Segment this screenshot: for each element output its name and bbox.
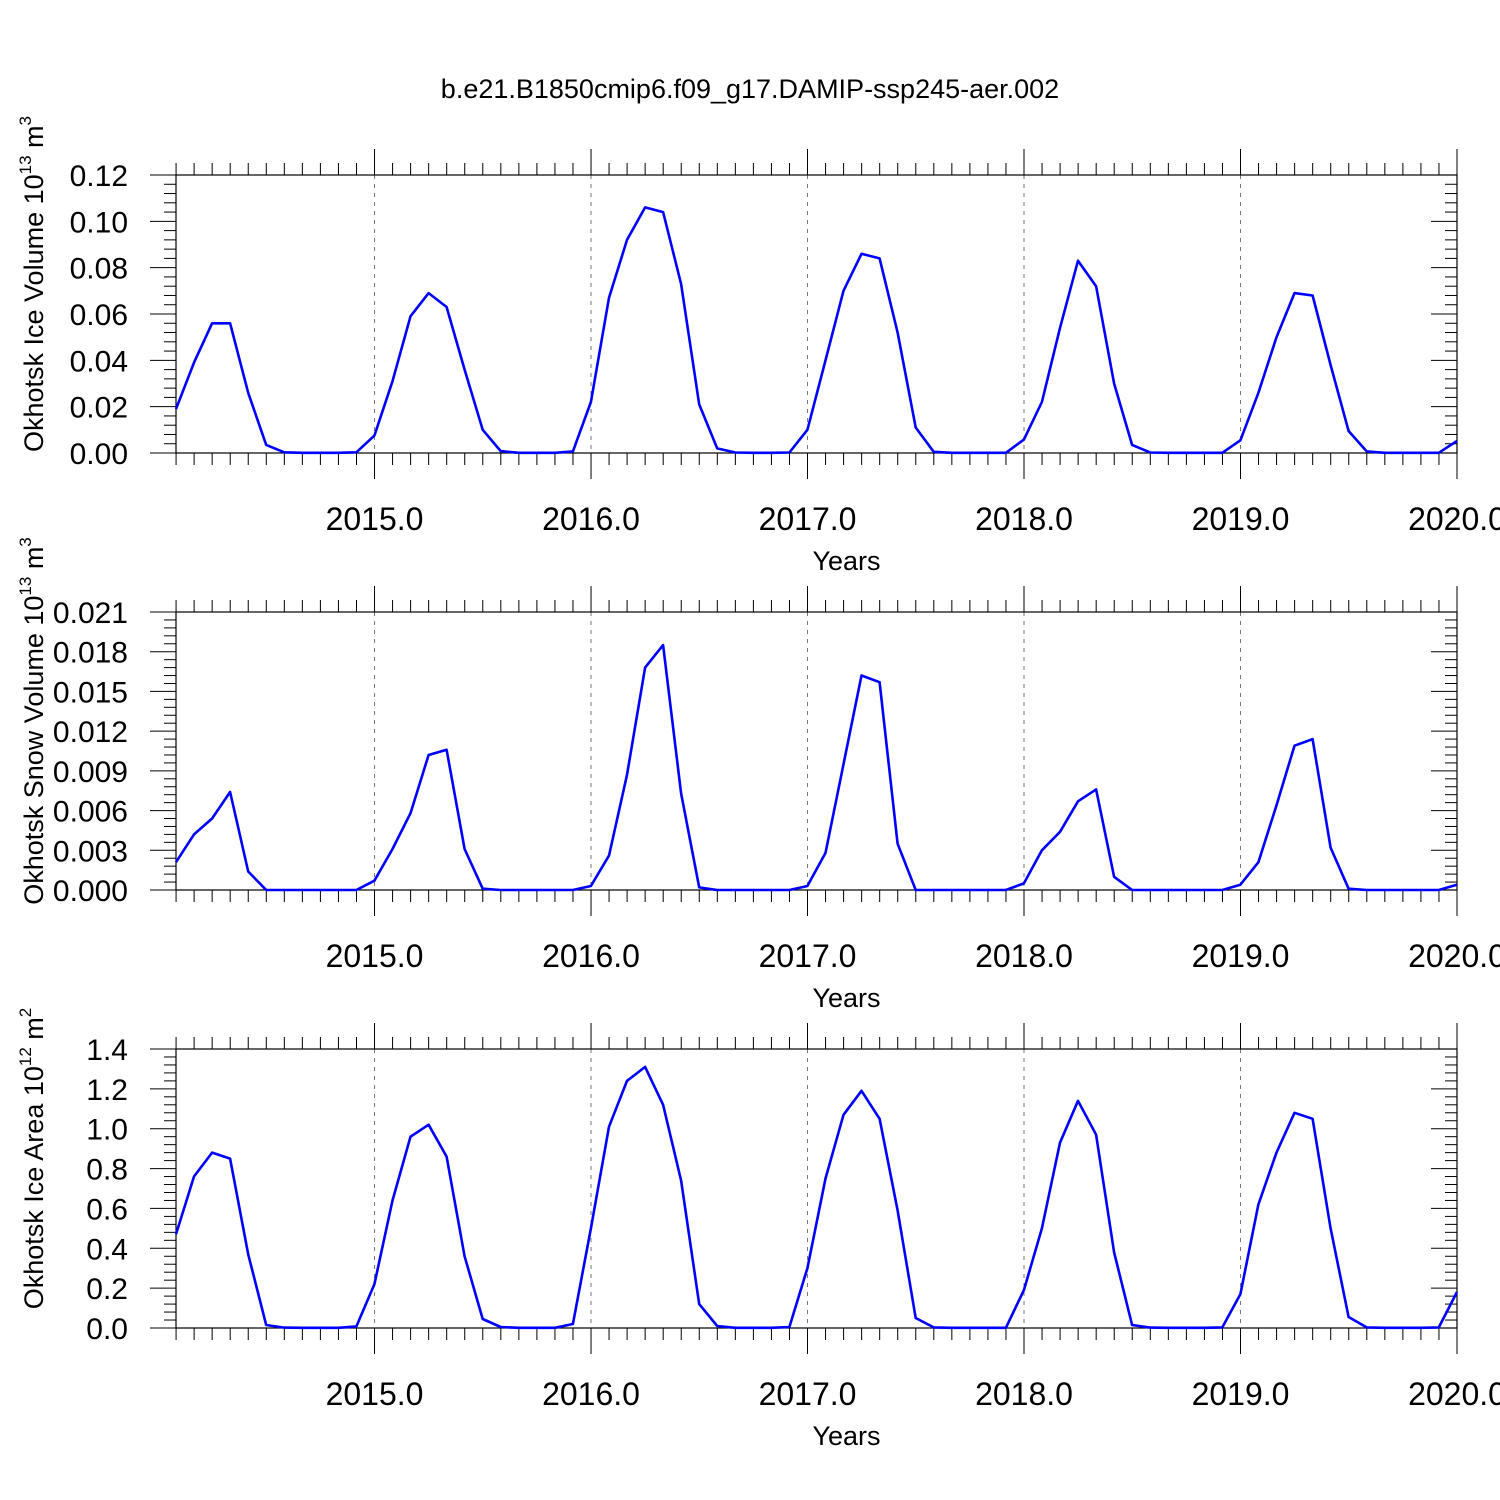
x-tick-label: 2017.0	[759, 938, 857, 974]
y-tick-label: 0.000	[53, 875, 128, 908]
x-tick-label: 2018.0	[975, 938, 1073, 974]
y-tick-label: 0.04	[70, 345, 128, 378]
series-line	[174, 1065, 1459, 1330]
x-tick-label: 2016.0	[542, 501, 640, 537]
x-tick-label: 2020.0	[1408, 1376, 1500, 1412]
x-axis-label: Years	[812, 1421, 880, 1451]
y-tick-label: 0.021	[53, 597, 128, 630]
y-tick-label: 0.015	[53, 676, 128, 709]
panels: 2015.0 2016.0 2017.0 2018.0 2019.0 2020.0 Year…	[16, 116, 1500, 1451]
x-axis-label: Years	[812, 983, 880, 1013]
y-tick-label: 0.00	[70, 438, 128, 471]
x-tick-label: 2016.0	[542, 938, 640, 974]
x-tick-label: 2020.0	[1408, 938, 1500, 974]
y-axis-label: Okhotsk Ice Area 1012 m2	[16, 1008, 49, 1310]
panel-1: 2015.0 2016.0 2017.0 2018.0 2019.0 2020.0 Year…	[16, 116, 1500, 576]
y-tick-label: 0.4	[86, 1233, 128, 1266]
panel-3: 2015.0 2016.0 2017.0 2018.0 2019.0 2020.0 Year…	[16, 1008, 1500, 1451]
x-tick-label: 2019.0	[1192, 501, 1290, 537]
y-tick-label: 0.009	[53, 756, 128, 789]
y-axis-label: Okhotsk Ice Volume 1013 m3	[16, 116, 49, 452]
y-tick-label: 0.10	[70, 206, 128, 239]
x-axis-label: Years	[812, 546, 880, 576]
x-tick-label: 2018.0	[975, 501, 1073, 537]
series-line	[174, 643, 1458, 892]
y-tick-label: 1.0	[86, 1114, 128, 1147]
y-tick-label: 0.003	[53, 835, 128, 868]
y-tick-label: 1.4	[86, 1034, 128, 1067]
plot-frame	[175, 611, 1458, 891]
y-tick-label: 0.2	[86, 1273, 128, 1306]
y-tick-label: 0.0	[86, 1313, 128, 1346]
y-tick-label: 0.02	[70, 392, 128, 425]
y-tick-label: 0.018	[53, 637, 128, 670]
x-tick-label: 2015.0	[326, 501, 424, 537]
x-tick-label: 2018.0	[975, 1376, 1073, 1412]
y-tick-label: 0.012	[53, 716, 128, 749]
panel-2: 2015.0 2016.0 2017.0 2018.0 2019.0 2020.0 Year…	[16, 537, 1500, 1013]
x-tick-label: 2015.0	[326, 1376, 424, 1412]
x-tick-label: 2019.0	[1192, 1376, 1290, 1412]
x-tick-label: 2017.0	[759, 1376, 857, 1412]
y-tick-label: 0.06	[70, 299, 128, 332]
plot-frame	[175, 174, 1458, 454]
x-tick-label: 2015.0	[326, 938, 424, 974]
x-tick-label: 2017.0	[759, 501, 857, 537]
y-tick-label: 0.006	[53, 796, 128, 829]
x-tick-label: 2016.0	[542, 1376, 640, 1412]
y-tick-label: 0.08	[70, 253, 128, 286]
y-axis-label: Okhotsk Snow Volume 1013 m3	[16, 537, 49, 905]
y-tick-label: 0.8	[86, 1154, 128, 1187]
y-tick-label: 0.6	[86, 1193, 128, 1226]
y-tick-label: 0.12	[70, 160, 128, 193]
series-line	[174, 206, 1458, 455]
y-tick-label: 1.2	[86, 1074, 128, 1107]
figure-title: b.e21.B1850cmip6.f09_g17.DAMIP-ssp245-ae…	[441, 74, 1059, 104]
x-tick-label: 2019.0	[1192, 938, 1290, 974]
plot-frame	[175, 1048, 1458, 1329]
x-tick-label: 2020.0	[1408, 501, 1500, 537]
